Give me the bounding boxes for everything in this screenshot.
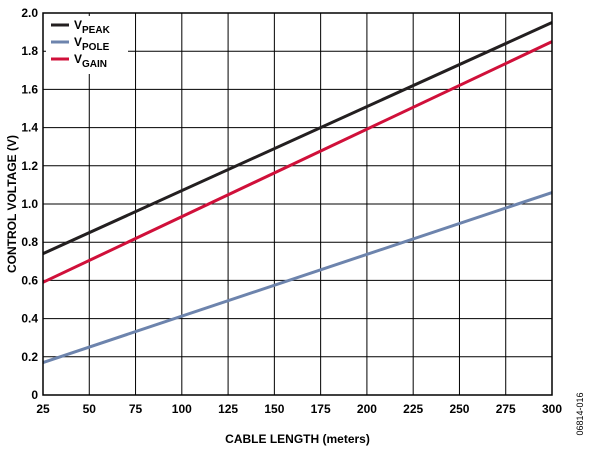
y-tick-label: 1.0	[21, 197, 38, 211]
x-tick-label: 275	[496, 402, 516, 416]
legend-label-subscript: POLE	[82, 42, 110, 53]
x-tick-label: 25	[36, 402, 50, 416]
series-line-gain	[42, 40, 553, 284]
plot-frame	[42, 12, 553, 396]
x-tick-label: 250	[449, 402, 469, 416]
figure-id: 06814-016	[575, 392, 585, 435]
y-axis-title: CONTROL VOLTAGE (V)	[5, 135, 19, 273]
series-line-peak	[42, 21, 553, 256]
x-tick-label: 100	[172, 402, 192, 416]
y-tick-label: 1.6	[21, 82, 38, 96]
x-tick-label: 75	[129, 402, 143, 416]
y-tick-label: 0.8	[21, 235, 38, 249]
y-tick-label: 0.4	[21, 312, 38, 326]
x-tick-label: 50	[83, 402, 97, 416]
y-tick-label: 1.8	[21, 44, 38, 58]
x-tick-label: 300	[542, 402, 562, 416]
y-tick-label: 0	[31, 388, 38, 402]
x-tick-label: 125	[218, 402, 238, 416]
y-tick-label: 2.0	[21, 6, 38, 20]
legend-label-subscript: GAIN	[82, 59, 107, 70]
x-tick-labels: 25 50 75 100 125 150 175 200 225 250 275 300	[36, 402, 562, 416]
series-lines	[42, 21, 553, 364]
x-tick-label: 175	[311, 402, 331, 416]
y-tick-labels: 0 0.2 0.4 0.6 0.8 1.0 1.2 1.4 1.6 1.8 2.0	[21, 6, 38, 402]
y-tick-label: 0.2	[21, 350, 38, 364]
x-axis-title: CABLE LENGTH (meters)	[225, 432, 370, 446]
series-line-pole	[42, 191, 553, 364]
y-tick-label: 1.2	[21, 159, 38, 173]
y-tick-label: 0.6	[21, 273, 38, 287]
x-tick-label: 225	[403, 402, 423, 416]
legend-label-subscript: PEAK	[82, 25, 111, 36]
y-tick-label: 1.4	[21, 121, 38, 135]
x-tick-label: 200	[357, 402, 377, 416]
x-tick-label: 150	[264, 402, 284, 416]
